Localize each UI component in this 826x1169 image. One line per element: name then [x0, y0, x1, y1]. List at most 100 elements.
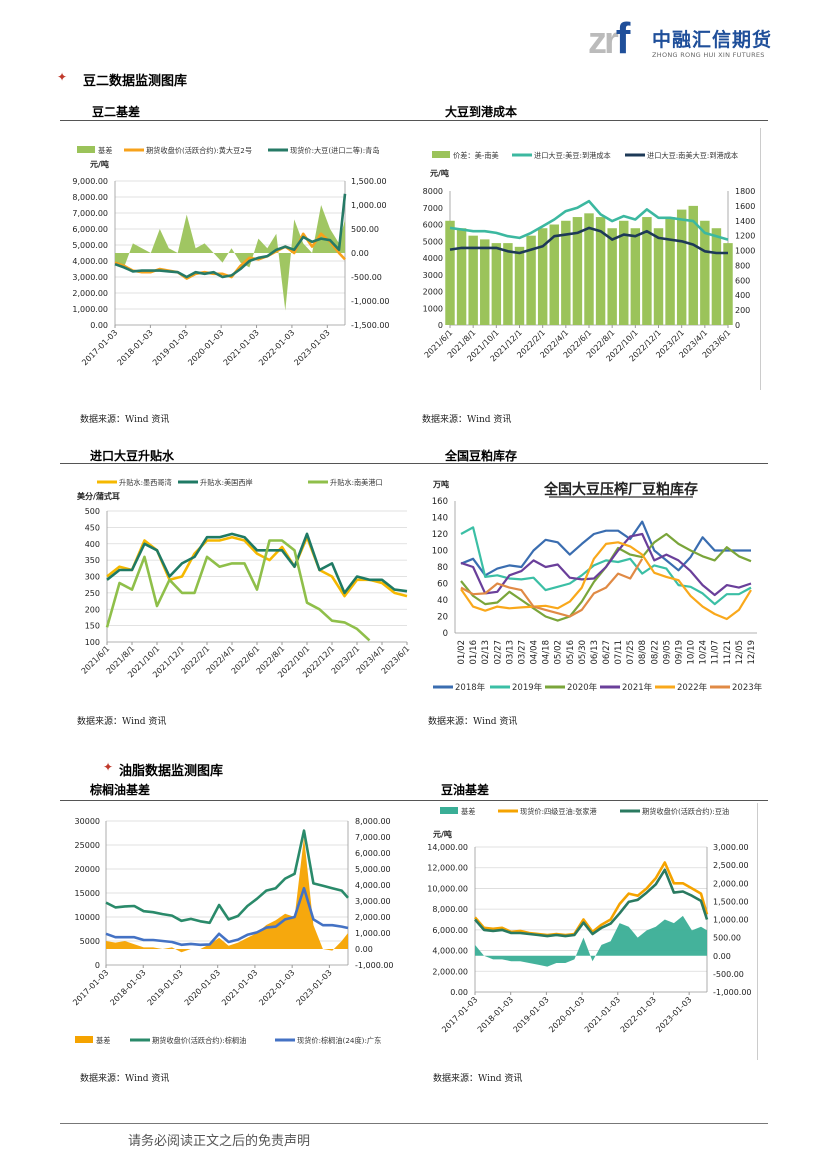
x-tick-label: 07/25	[626, 640, 636, 665]
bar	[584, 213, 594, 325]
x-tick-label: 06/27	[602, 640, 612, 665]
y-tick-label: 25000	[75, 841, 100, 850]
panel-title: 豆油基差	[441, 783, 490, 797]
y-tick-label: 2000	[423, 288, 443, 297]
y-tick-label: 20	[437, 613, 448, 623]
y-tick-label: 1,000.00	[72, 305, 108, 314]
y2-tick-label: -500.00	[713, 970, 744, 979]
y-tick-label: 8,000.00	[72, 193, 108, 202]
logo-name-en: ZHONG RONG HUI XIN FUTURES	[652, 51, 765, 59]
y2-tick-label: 1,000.00	[351, 201, 387, 210]
unit-label: 元/吨	[90, 159, 109, 169]
series-line-1	[460, 526, 752, 606]
y-tick-label: 1000	[423, 304, 443, 313]
chart-c1: 0.00 1,000.00 2,000.00 3,000.00 4,000.00 5,00…	[72, 146, 390, 367]
series-area-0	[106, 837, 348, 953]
y2-tick-label: 0	[735, 321, 740, 330]
bar	[607, 228, 617, 325]
x-tick-label: 10/24	[699, 640, 709, 665]
x-tick-label: 2017-01-03	[440, 995, 479, 1034]
series-line-2	[114, 193, 347, 279]
bar	[665, 217, 675, 325]
x-tick-label: 01/02	[457, 640, 467, 665]
bar	[445, 220, 455, 325]
logo-mark: zrf	[588, 14, 630, 63]
y-tick-label: 80	[437, 563, 448, 573]
y-tick-label: 0	[438, 321, 443, 330]
x-tick-label: 2017-01-03	[71, 968, 110, 1007]
bar	[526, 235, 536, 325]
y2-tick-label: 2,000.00	[355, 913, 391, 922]
series-line-4	[460, 541, 752, 621]
bar	[572, 217, 583, 325]
y-tick-label: 500	[85, 507, 100, 516]
unit-label: 元/吨	[433, 829, 452, 839]
x-tick-label: 2018-01-03	[476, 995, 515, 1034]
footer-divider	[60, 1123, 768, 1124]
series-line-1	[449, 199, 729, 241]
legend-label: 基差	[96, 1036, 110, 1045]
y-tick-label: 60	[437, 580, 448, 590]
y2-tick-label: 2,500.00	[713, 861, 749, 870]
data-source: 数据来源：Wind 资讯	[80, 415, 170, 425]
bar	[676, 209, 687, 325]
y2-tick-label: -1,000.00	[355, 961, 394, 970]
y-tick-label: 2,000.00	[432, 967, 468, 976]
x-tick-label: 2020-01-03	[186, 328, 225, 367]
legend-swatch	[432, 151, 450, 158]
x-tick-label: 2022-01-03	[257, 328, 296, 367]
bar	[642, 217, 652, 325]
y-tick-label: 30000	[75, 817, 100, 826]
series-area-0	[115, 205, 345, 311]
y2-tick-label: 1600	[735, 202, 755, 211]
y2-tick-label: 3,000.00	[713, 843, 749, 852]
y-tick-label: 200	[85, 605, 100, 614]
x-tick-label: 01/16	[469, 640, 479, 665]
x-tick-label: 2022-01-03	[619, 995, 658, 1034]
y2-tick-label: 0.00	[355, 945, 373, 954]
x-tick-label: 09/19	[674, 640, 684, 665]
y-tick-label: 5000	[80, 937, 100, 946]
chart-border	[757, 803, 758, 1060]
y-tick-label: 8,000.00	[432, 905, 468, 914]
legend-label: 进口大豆:南美大豆:到港成本	[647, 151, 738, 160]
x-tick-label: 2022-01-03	[257, 968, 296, 1007]
divider	[60, 120, 768, 121]
y2-tick-label: 8,000.00	[355, 817, 391, 826]
bar	[549, 224, 559, 325]
data-source: 数据来源：Wind 资讯	[77, 717, 167, 727]
y-tick-label: 6,000.00	[72, 225, 108, 234]
x-tick-label: 09/05	[662, 640, 672, 665]
x-tick-label: 03/13	[505, 640, 515, 665]
data-source: 数据来源：Wind 资讯	[433, 1074, 523, 1084]
legend-label: 升贴水:南美港口	[330, 478, 383, 487]
panel-title: 棕榈油基差	[90, 783, 151, 797]
chart-c4: 0 20 40 60 80 100 120 140 160 01/02 01/16 02/13 02/2…	[432, 479, 763, 693]
y-tick-label: 400	[85, 540, 100, 549]
x-tick-label: 02/13	[481, 640, 491, 665]
y2-tick-label: 2,000.00	[713, 879, 749, 888]
legend-label: 现货价:棕榈油(24度):广东	[297, 1036, 381, 1045]
data-source: 数据来源：Wind 资讯	[80, 1074, 170, 1084]
x-tick-label: 05/30	[578, 640, 588, 665]
section-title: 豆二数据监测图库	[83, 74, 188, 89]
x-tick-label: 2021-01-03	[222, 328, 261, 367]
y-tick-label: 9,000.00	[72, 177, 108, 186]
y-tick-label: 6,000.00	[432, 926, 468, 935]
x-tick-label: 2020-01-03	[183, 968, 222, 1007]
bar	[653, 228, 664, 325]
y-tick-label: 5000	[423, 237, 443, 246]
y2-tick-label: 500.00	[351, 225, 379, 234]
legend-label: 期货收盘价(活跃合约):棕榈油	[152, 1036, 246, 1045]
y-tick-label: 300	[85, 573, 100, 582]
y-tick-label: 4,000.00	[432, 947, 468, 956]
y-tick-label: 4,000.00	[72, 257, 108, 266]
y2-tick-label: -1,000.00	[351, 297, 390, 306]
chart-c6: 0.00 2,000.00 4,000.00 6,000.00 8,000.00 10,0…	[427, 807, 752, 1034]
y-tick-label: 6000	[423, 221, 443, 230]
series-line-0	[460, 520, 751, 577]
x-tick-label: 2023-01-03	[295, 968, 334, 1007]
y-tick-label: 150	[85, 622, 100, 631]
data-source: 数据来源：Wind 资讯	[428, 717, 518, 727]
bar	[688, 205, 698, 325]
